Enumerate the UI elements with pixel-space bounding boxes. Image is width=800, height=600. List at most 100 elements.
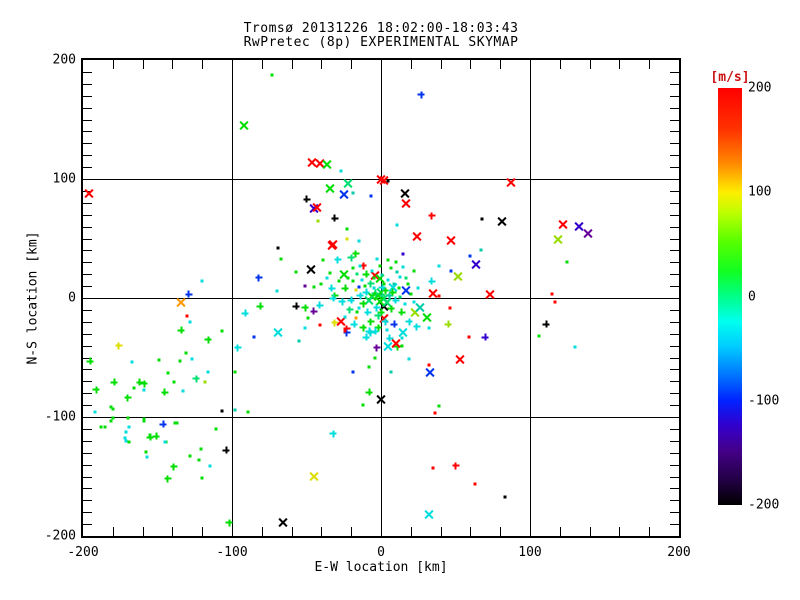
- data-point: [404, 276, 408, 280]
- data-point: [343, 315, 347, 319]
- data-point: [399, 328, 408, 337]
- data-point: [364, 309, 371, 316]
- data-point: [319, 282, 323, 286]
- data-point: [172, 380, 176, 384]
- y-axis-minor-tick: [670, 309, 679, 311]
- data-point: [385, 328, 389, 332]
- data-point: [431, 466, 435, 470]
- data-point: [203, 380, 207, 384]
- y-axis-minor-tick: [670, 119, 679, 121]
- data-point: [402, 199, 411, 208]
- data-point: [337, 279, 341, 283]
- x-axis-minor-tick: [261, 527, 263, 536]
- data-point: [391, 321, 398, 328]
- data-point: [407, 357, 411, 361]
- data-point: [449, 269, 453, 273]
- data-point: [199, 447, 203, 451]
- data-point: [485, 290, 494, 299]
- data-point: [503, 495, 507, 499]
- y-axis-minor-tick: [83, 262, 92, 264]
- x-axis-minor-tick: [470, 527, 472, 536]
- y-axis-minor-tick: [83, 143, 92, 145]
- y-axis-minor-tick: [670, 190, 679, 192]
- data-point: [310, 308, 317, 315]
- x-axis-minor-tick: [351, 527, 353, 536]
- data-point: [426, 368, 435, 377]
- x-axis-minor-tick: [589, 527, 591, 536]
- data-point: [412, 232, 421, 241]
- y-axis-minor-tick: [670, 440, 679, 442]
- data-point: [127, 425, 131, 429]
- data-point: [200, 476, 204, 480]
- data-point: [537, 334, 541, 338]
- y-tick-label: 200: [52, 52, 76, 68]
- data-point: [565, 260, 569, 264]
- y-axis-minor-tick: [83, 369, 92, 371]
- data-point: [142, 388, 146, 392]
- data-point: [382, 318, 389, 325]
- data-point: [132, 386, 136, 390]
- data-point: [357, 239, 361, 243]
- y-axis-minor-tick: [670, 345, 679, 347]
- data-point: [200, 279, 204, 283]
- data-point: [342, 285, 349, 292]
- data-point: [584, 229, 593, 238]
- data-point: [111, 407, 115, 411]
- data-point: [351, 266, 355, 270]
- x-axis-minor-tick: [559, 60, 561, 69]
- x-axis-minor-tick: [112, 527, 114, 536]
- x-axis-minor-tick: [470, 60, 472, 69]
- data-point: [357, 292, 364, 299]
- data-point: [175, 421, 179, 425]
- data-point: [197, 458, 201, 462]
- colorbar-tick-label: -200: [748, 497, 780, 513]
- data-point: [401, 265, 405, 269]
- data-point: [181, 389, 185, 393]
- y-axis-minor-tick: [83, 107, 92, 109]
- data-point: [233, 408, 237, 412]
- y-tick-label: -100: [44, 409, 76, 425]
- data-point: [351, 321, 358, 328]
- y-axis-minor-tick: [83, 214, 92, 216]
- y-axis-minor-tick: [670, 369, 679, 371]
- plot-title: Tromsø 20131226 18:02:00-18:03:43 RwPret…: [81, 22, 681, 50]
- data-point: [321, 258, 325, 262]
- data-point: [437, 404, 441, 408]
- data-point: [375, 312, 382, 319]
- data-point: [328, 285, 335, 292]
- plot-area: [81, 58, 681, 538]
- data-point: [398, 275, 402, 279]
- data-point: [389, 266, 393, 270]
- x-tick-label: 100: [518, 545, 542, 560]
- data-point: [205, 336, 212, 343]
- data-point: [468, 254, 472, 258]
- data-point: [403, 302, 407, 306]
- plot-title-line2: RwPretec (8p) EXPERIMENTAL SKYMAP: [243, 35, 519, 50]
- y-axis-minor-tick: [83, 202, 92, 204]
- x-axis-minor-tick: [202, 60, 204, 69]
- data-point: [355, 272, 359, 276]
- data-point: [398, 295, 402, 299]
- x-axis-minor-tick: [410, 527, 412, 536]
- y-axis-minor-tick: [670, 71, 679, 73]
- x-axis-minor-tick: [291, 60, 293, 69]
- data-point: [363, 289, 370, 296]
- data-point: [124, 439, 128, 443]
- data-point: [497, 217, 506, 226]
- data-point: [252, 335, 256, 339]
- data-point: [360, 300, 367, 307]
- data-point: [239, 121, 248, 130]
- data-point: [233, 370, 237, 374]
- y-axis-minor-tick: [670, 83, 679, 85]
- x-axis-minor-tick: [321, 60, 323, 69]
- y-axis-minor-tick: [670, 226, 679, 228]
- data-point: [297, 339, 301, 343]
- data-point: [206, 370, 210, 374]
- data-point: [109, 419, 113, 423]
- data-point: [373, 356, 377, 359]
- data-point: [278, 518, 287, 527]
- data-point: [366, 389, 373, 396]
- data-point: [428, 212, 435, 219]
- data-point: [357, 285, 361, 289]
- data-point: [386, 258, 390, 262]
